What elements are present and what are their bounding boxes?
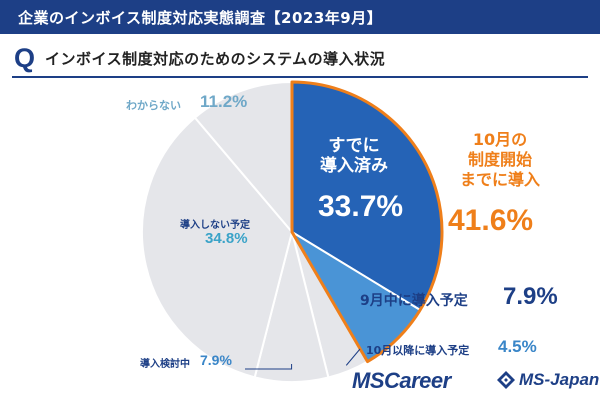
label-unknown: わからない — [126, 99, 181, 112]
ms-japan-logo-text: MS-Japan — [519, 370, 600, 389]
ms-japan-mark-icon — [497, 371, 515, 389]
slice-unknown — [193, 80, 293, 235]
label-september: 9月中に導入予定 — [360, 293, 468, 309]
label-already-installed-line2: 導入済み — [320, 156, 388, 176]
value-september: 7.9% — [503, 283, 558, 310]
question-letter: Q — [14, 42, 36, 73]
label-already-installed: すでに 導入済み — [320, 136, 388, 176]
label-by-october: 10月の 制度開始 までに導入 — [440, 130, 560, 190]
mscareer-logo: MSCareer — [352, 368, 451, 393]
label-by-october-line3: までに導入 — [459, 170, 540, 189]
label-already-installed-line1: すでに — [328, 136, 380, 156]
question-row: Q インボイス制度対応のためのシステムの導入状況 — [14, 42, 385, 74]
label-after-october: 10月以降に導入予定 — [366, 344, 470, 357]
label-by-october-line1: 10月の — [472, 130, 528, 149]
group-outline-by-october — [290, 80, 444, 364]
value-already-installed: 33.7% — [318, 190, 404, 223]
label-not-planned: 導入しない予定 — [180, 220, 250, 231]
leader-after-october — [345, 348, 361, 366]
header-title: 企業のインボイス制度対応実態調査【2023年9月】 — [18, 8, 383, 27]
question-text: インボイス制度対応のためのシステムの導入状況 — [45, 49, 386, 68]
label-considering: 導入検討中 — [140, 359, 190, 370]
question-underline — [12, 76, 588, 78]
value-by-october: 41.6% — [448, 204, 534, 237]
leader-considering — [245, 363, 293, 370]
value-unknown: 11.2% — [200, 92, 248, 111]
value-after-october: 4.5% — [498, 337, 537, 356]
value-not-planned: 34.8% — [205, 230, 248, 247]
slice-not-planned — [141, 116, 294, 379]
page-header: 企業のインボイス制度対応実態調査【2023年9月】 — [0, 0, 600, 34]
value-considering: 7.9% — [200, 352, 232, 368]
label-by-october-line2: 制度開始 — [467, 150, 532, 169]
ms-japan-logo: MS-Japan — [496, 370, 599, 390]
